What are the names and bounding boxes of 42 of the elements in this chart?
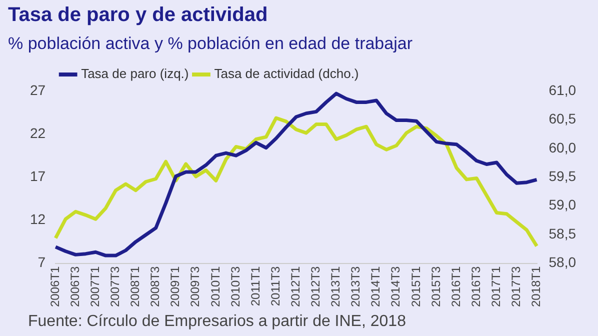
legend-label: Tasa de actividad (dcho.) <box>214 66 359 82</box>
y2-tick-label: 59,0 <box>548 196 576 213</box>
y2-tick-label: 60,0 <box>548 139 576 156</box>
x-tick-label: 2014T1 <box>368 266 383 308</box>
x-tick-label: 2015T3 <box>428 266 443 308</box>
y-tick-label: 12 <box>30 211 46 228</box>
x-tick-label: 2012T1 <box>288 266 302 308</box>
chart-title: Tasa de paro y de actividad <box>8 4 268 27</box>
x-tick-label: 2017T1 <box>488 266 503 308</box>
x-tick-label: 2013T3 <box>348 266 363 308</box>
y-tick-label: 22 <box>30 124 46 141</box>
x-tick-label: 2011T3 <box>268 266 282 306</box>
x-tick-label: 2010T3 <box>228 266 242 308</box>
y2-tick-label: 60,5 <box>548 110 576 127</box>
y-tick-label: 7 <box>38 254 46 270</box>
x-tick-label: 2016T1 <box>448 266 463 308</box>
x-tick-label: 2016T3 <box>468 266 483 308</box>
x-tick-label: 2008T1 <box>128 266 142 308</box>
x-tick-label: 2015T1 <box>408 266 423 308</box>
legend-label: Tasa de paro (izq.) <box>81 66 189 82</box>
chart-subtitle: % población activa y % población en edad de trabajar <box>8 34 412 54</box>
y2-tick-label: 58,0 <box>548 254 576 270</box>
x-tick-label: 2011T1 <box>248 266 262 306</box>
y2-tick-label: 61,0 <box>548 82 576 98</box>
x-tick-label: 2017T3 <box>509 266 524 308</box>
x-tick-label: 2012T3 <box>308 266 323 308</box>
y2-tick-label: 59,5 <box>548 168 576 184</box>
x-tick-label: 2007T1 <box>88 266 102 308</box>
x-tick-label: 2010T1 <box>208 266 222 308</box>
x-tick-label: 2007T3 <box>108 266 122 308</box>
x-tick-label: 2018T1 <box>529 266 544 308</box>
x-tick-label: 2008T3 <box>148 266 162 308</box>
y-tick-label: 27 <box>30 82 46 98</box>
x-tick-label: 2006T3 <box>68 266 82 308</box>
x-tick-label: 2013T1 <box>328 266 343 308</box>
x-tick-label: 2014T3 <box>388 266 403 308</box>
x-tick-label: 2009T1 <box>168 266 182 308</box>
y-tick-label: 17 <box>30 168 46 184</box>
x-tick-label: 2006T1 <box>48 266 62 308</box>
source-note: Fuente: Círculo de Empresarios a partir de INE, 2018 <box>28 313 406 331</box>
y2-tick-label: 58,5 <box>548 225 576 242</box>
x-tick-label: 2009T3 <box>188 266 202 308</box>
